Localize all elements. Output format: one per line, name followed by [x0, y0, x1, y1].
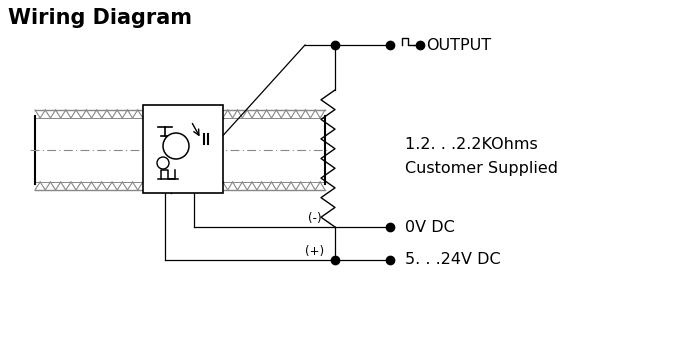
Text: OUTPUT: OUTPUT	[426, 38, 491, 53]
Text: Customer Supplied: Customer Supplied	[405, 161, 558, 176]
Circle shape	[157, 157, 169, 169]
Text: 0V DC: 0V DC	[405, 219, 455, 235]
Circle shape	[163, 133, 189, 159]
Bar	[143, 105, 223, 193]
Text: 1.2. . .2.2KOhms: 1.2. . .2.2KOhms	[405, 137, 537, 152]
Text: Wiring Diagram: Wiring Diagram	[8, 8, 192, 28]
Text: 5. . .24V DC: 5. . .24V DC	[405, 252, 501, 268]
Text: (-): (-)	[308, 212, 322, 225]
Text: (+): (+)	[306, 245, 325, 258]
